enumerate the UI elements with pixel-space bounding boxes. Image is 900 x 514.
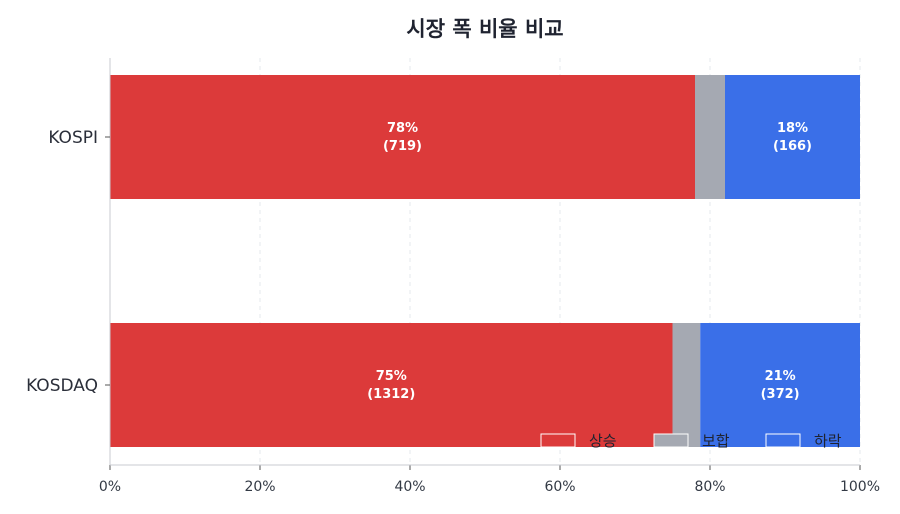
bar-segment	[695, 75, 725, 199]
category-label-kosdaq: KOSDAQ	[26, 376, 98, 396]
bar-count-label: (372)	[761, 387, 800, 402]
x-tick-label: 0%	[99, 479, 121, 495]
x-tick-label: 80%	[694, 479, 725, 495]
bar-segment	[110, 75, 695, 199]
bar-value-label: 21%	[765, 369, 796, 384]
legend-label: 하락	[814, 432, 842, 450]
x-tick-label: 20%	[244, 479, 275, 495]
legend-label: 보합	[702, 432, 730, 450]
x-tick-label: 100%	[840, 479, 880, 495]
bar-value-label: 78%	[387, 121, 418, 136]
legend-swatch	[653, 433, 689, 448]
axes: 0% 20% 40% 60% 80% 100% KOSPI KOSDAQ	[26, 58, 880, 495]
x-tick-label: 60%	[544, 479, 575, 495]
bar-count-label: (1312)	[367, 387, 415, 402]
legend-swatch	[540, 433, 576, 448]
legend-label: 상승	[589, 432, 617, 450]
bar-segment	[110, 323, 673, 447]
bar-segment	[672, 323, 701, 447]
bar-count-label: (719)	[383, 139, 422, 154]
bar-segment	[725, 75, 860, 199]
legend-swatch	[765, 433, 801, 448]
bar-value-label: 75%	[376, 369, 407, 384]
chart-title: 시장 폭 비율 비교	[406, 17, 563, 41]
legend: 상승 보합 하락	[540, 432, 842, 450]
category-label-kospi: KOSPI	[48, 128, 98, 148]
bar-value-label: 18%	[777, 121, 808, 136]
bar-segment	[700, 323, 860, 447]
bars: 78% (719) 18% (166) 75% (1312) 21% (372)	[110, 75, 860, 447]
bar-count-label: (166)	[773, 139, 812, 154]
x-tick-label: 40%	[394, 479, 425, 495]
